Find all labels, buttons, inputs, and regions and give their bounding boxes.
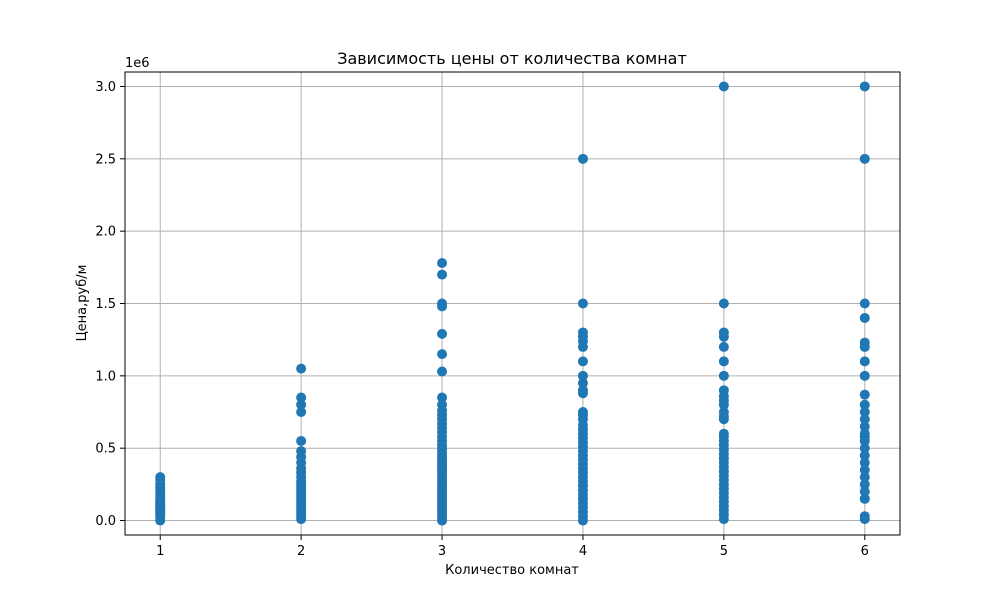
ticks-layer: 1 2 3 4 5 6 0.0 0.5 1.0 1.5 2.0 2.5 3.0 bbox=[95, 80, 869, 559]
data-point bbox=[859, 421, 870, 432]
data-point bbox=[859, 389, 870, 400]
data-point bbox=[437, 269, 448, 280]
data-point bbox=[859, 81, 870, 92]
data-point bbox=[437, 298, 448, 309]
data-point bbox=[718, 370, 729, 381]
data-point bbox=[577, 378, 588, 389]
data-point bbox=[296, 446, 307, 457]
data-point bbox=[718, 428, 729, 439]
data-point bbox=[577, 407, 588, 418]
data-point bbox=[296, 407, 307, 418]
data-point bbox=[296, 399, 307, 410]
data-point bbox=[577, 370, 588, 381]
data-point bbox=[577, 153, 588, 164]
y-axis-label: Цена,руб/м bbox=[75, 265, 90, 342]
data-point bbox=[859, 472, 870, 483]
data-point bbox=[437, 366, 448, 377]
y-tick-label: 0.5 bbox=[95, 442, 116, 457]
data-point bbox=[859, 370, 870, 381]
y-tick-label: 2.5 bbox=[95, 152, 116, 167]
data-point bbox=[859, 486, 870, 497]
data-point bbox=[859, 450, 870, 461]
data-point bbox=[577, 356, 588, 367]
chart-title: Зависимость цены от количества комнат bbox=[337, 49, 687, 68]
data-point bbox=[859, 443, 870, 454]
data-point bbox=[718, 341, 729, 352]
data-point bbox=[577, 327, 588, 338]
data-point bbox=[859, 356, 870, 367]
y-tick-label: 0.0 bbox=[95, 514, 116, 529]
x-tick-label: 4 bbox=[579, 544, 587, 559]
data-point bbox=[859, 493, 870, 504]
data-point bbox=[859, 337, 870, 348]
y-tick-label: 1.0 bbox=[95, 369, 116, 384]
data-point bbox=[859, 414, 870, 425]
x-tick-label: 6 bbox=[861, 544, 869, 559]
y-tick-label: 3.0 bbox=[95, 80, 116, 95]
x-tick-label: 2 bbox=[297, 544, 305, 559]
points-layer bbox=[155, 81, 870, 526]
data-point bbox=[437, 399, 448, 410]
data-point bbox=[859, 511, 870, 522]
data-point bbox=[437, 328, 448, 339]
data-point bbox=[718, 81, 729, 92]
data-point bbox=[718, 327, 729, 338]
x-tick-label: 3 bbox=[438, 544, 446, 559]
data-point bbox=[859, 479, 870, 490]
grid-layer bbox=[125, 72, 900, 535]
data-point bbox=[859, 399, 870, 410]
x-tick-label: 5 bbox=[720, 544, 728, 559]
data-point bbox=[296, 363, 307, 374]
x-axis-label: Количество комнат bbox=[445, 563, 579, 578]
data-point bbox=[577, 298, 588, 309]
data-point bbox=[859, 153, 870, 164]
data-point bbox=[859, 312, 870, 323]
data-point bbox=[437, 349, 448, 360]
data-point bbox=[859, 298, 870, 309]
y-offset-label: 1e6 bbox=[125, 56, 150, 71]
data-point bbox=[859, 407, 870, 418]
data-point bbox=[718, 298, 729, 309]
data-point bbox=[859, 464, 870, 475]
data-point bbox=[859, 428, 870, 439]
data-point bbox=[437, 392, 448, 403]
data-point bbox=[718, 407, 729, 418]
y-tick-label: 1.5 bbox=[95, 297, 116, 312]
data-point bbox=[437, 257, 448, 268]
data-point bbox=[577, 385, 588, 396]
y-tick-label: 2.0 bbox=[95, 225, 116, 240]
data-point bbox=[718, 356, 729, 367]
x-tick-label: 1 bbox=[156, 544, 164, 559]
data-point bbox=[718, 385, 729, 396]
data-point bbox=[296, 392, 307, 403]
data-point bbox=[296, 435, 307, 446]
data-point bbox=[859, 457, 870, 468]
data-point bbox=[155, 472, 166, 483]
